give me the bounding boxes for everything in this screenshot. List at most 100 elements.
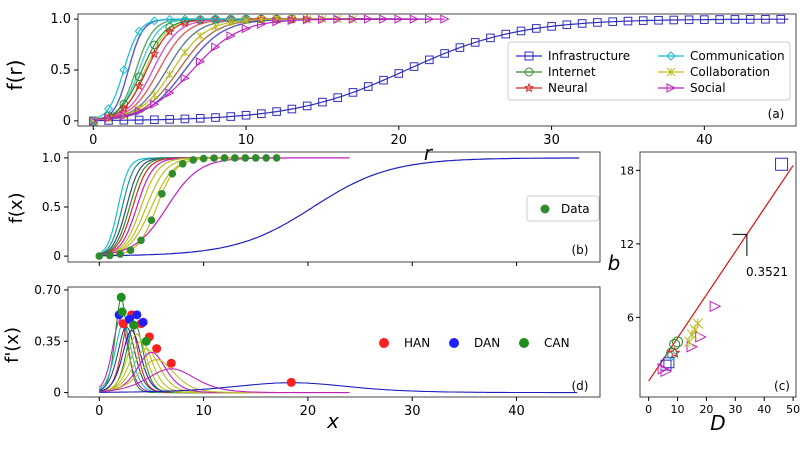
panel-b-data-point <box>262 154 270 162</box>
panel-d-legend-text-dan: DAN <box>474 336 500 350</box>
panel-a-marker-collaboration <box>150 90 159 100</box>
panel-a-marker-internet <box>150 40 159 50</box>
panel-d-peak-han <box>152 344 162 354</box>
panel-a-marker-social <box>226 31 236 41</box>
panel-a-marker-social <box>211 42 221 52</box>
panel-a-legend-marker <box>666 83 677 93</box>
panel-d-axes: 0 10 20 30 40 0 0.35 0.70 <box>34 283 525 419</box>
panel-a-marker-infrastructure <box>669 15 679 25</box>
panel-a-marker-social <box>333 14 343 24</box>
panel-c-frame <box>639 151 797 398</box>
panel-c-point <box>689 324 701 335</box>
panel-a-marker-infrastructure <box>180 114 190 124</box>
panel-a-marker-infrastructure <box>776 14 786 24</box>
panel-a-marker-collaboration <box>196 31 205 41</box>
panel-a-legend-text: Social <box>690 81 726 95</box>
panel-c-axes: 0 10 20 30 40 50 6 12 18 <box>620 164 800 416</box>
panel-a-xtick-label: 20 <box>391 133 408 148</box>
panel-a-marker-social <box>257 19 267 29</box>
panel-d-curves <box>98 298 578 394</box>
panel-a-marker-infrastructure <box>745 15 755 24</box>
panel-a-marker-infrastructure <box>287 104 297 114</box>
panel-a-marker-social <box>425 14 435 24</box>
panel-d-xtick-label: 10 <box>195 404 212 419</box>
panel-a-marker-communication <box>180 14 190 24</box>
panel-a: 0 10 20 30 40 0 0.5 1.0 f(r) r (a) Infrastructu… <box>3 12 797 165</box>
panel-a-marker-social <box>394 14 404 24</box>
panel-a-ytick-label: 0 <box>63 114 71 129</box>
panel-a-marker-social <box>150 99 160 109</box>
panel-a-marker-collaboration <box>180 48 190 57</box>
panel-c-point <box>683 336 695 348</box>
panel-b-data-point <box>199 154 208 163</box>
panel-a-marker-infrastructure <box>241 110 251 120</box>
panel-c-point <box>672 336 684 348</box>
panel-d-xtick-label: 40 <box>508 404 525 419</box>
panel-a-marker-infrastructure <box>577 19 587 28</box>
panel-a-marker-infrastructure <box>501 29 511 39</box>
panel-a-marker-infrastructure <box>761 14 770 24</box>
panel-d-legend-marker-dan <box>449 338 459 348</box>
panel-a-marker-infrastructure <box>638 16 648 25</box>
panel-a-marker-social <box>363 14 374 24</box>
panel-a-marker-infrastructure <box>440 49 449 58</box>
panel-c-xtick-label: 30 <box>728 403 742 416</box>
panel-b-data-point <box>137 236 145 245</box>
panel-a-legend-text: Internet <box>548 65 596 79</box>
panel-a-marker-social <box>318 14 328 25</box>
panel-a-marker-infrastructure <box>715 15 724 24</box>
panel-b-curve <box>99 157 580 257</box>
panel-a-marker-collaboration <box>241 16 251 25</box>
panel-a-marker-infrastructure <box>333 93 343 102</box>
panel-a-marker-social <box>119 111 129 121</box>
panel-a-ytick-label: 0.5 <box>50 63 71 78</box>
panel-a-marker-social <box>180 73 190 83</box>
panel-a-extra-curve <box>93 18 338 121</box>
panel-a-legend-box <box>507 41 791 101</box>
panel-c-point <box>775 157 789 171</box>
panel-d-xtick-label: 30 <box>404 404 421 419</box>
panel-d-xtick-label: 0 <box>95 404 103 419</box>
panel-a-marker-infrastructure <box>150 115 159 125</box>
panel-d-curve <box>99 382 578 394</box>
panel-a-marker-social <box>134 106 145 117</box>
panel-a-legend-text: Neural <box>548 81 588 95</box>
panel-a-legend-text: Communication <box>690 49 785 63</box>
panel-a-marker-social <box>241 23 251 34</box>
panel-b-data-point <box>231 154 239 162</box>
panel-c-point <box>686 340 699 353</box>
panel-a-marker-communication <box>134 26 144 36</box>
panel-c-slope-label: 0.3521 <box>746 265 788 279</box>
panel-c-point <box>666 349 678 362</box>
panel-a-marker-collaboration <box>226 18 235 27</box>
panel-a-xlabel: r <box>424 141 434 165</box>
panel-a-marker-social <box>440 14 450 24</box>
panel-d-frame <box>67 286 601 398</box>
panel-c-xtick-label: 40 <box>757 403 771 416</box>
panel-a-marker-infrastructure <box>470 38 480 47</box>
panel-a-marker-infrastructure <box>425 55 434 65</box>
panel-a-xtick-label: 30 <box>543 133 560 148</box>
panel-a-curve-communication <box>93 18 246 120</box>
panel-b-data-point <box>158 190 166 198</box>
panel-a-xtick-label: 10 <box>238 133 255 148</box>
panel-d-legend-marker-can <box>519 338 529 348</box>
panel-d-ytick-label: 0.35 <box>34 334 61 348</box>
panel-a-legend: Infrastructure Internet Neural Communicatio… <box>507 41 791 101</box>
panel-a-marker-infrastructure <box>608 17 617 26</box>
panel-d-peak-can <box>117 307 127 317</box>
panel-d-xtick-label: 20 <box>300 404 317 419</box>
panel-a-marker-infrastructure <box>394 69 404 78</box>
panel-b-data-point <box>220 154 229 162</box>
panel-d-curve <box>99 368 350 394</box>
panel-a-marker-infrastructure <box>547 22 556 31</box>
panel-c-point <box>657 363 670 375</box>
panel-b: 0 0.5 1.0 f(x) (b) Data <box>6 151 601 266</box>
panel-d-peak-han <box>118 319 128 329</box>
panel-a-marker-communication <box>119 65 129 75</box>
panel-d-peak-han <box>286 377 296 387</box>
panel-a-ylabel: f(r) <box>3 60 27 91</box>
panel-a-marker-infrastructure <box>486 33 495 43</box>
panel-b-data-point <box>272 154 281 162</box>
panel-a-marker-neural <box>164 26 175 36</box>
